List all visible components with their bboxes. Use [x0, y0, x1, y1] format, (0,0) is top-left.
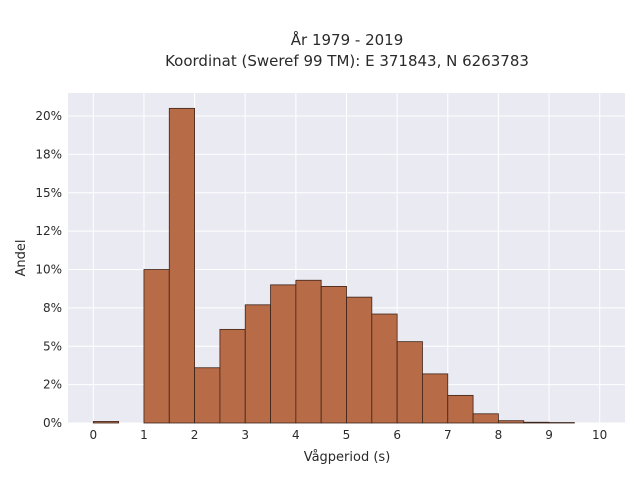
y-axis-label: Andel — [14, 240, 29, 277]
y-tick-label: 8% — [43, 301, 62, 315]
histogram-bar — [295, 279, 322, 424]
x-tick-label: 4 — [292, 428, 300, 442]
x-tick-label: 2 — [191, 428, 199, 442]
chart-title-line-2: Koordinat (Sweref 99 TM): E 371843, N 62… — [165, 52, 529, 70]
histogram-bar — [396, 341, 423, 424]
y-tick-label: 12% — [35, 224, 62, 238]
x-tick-label: 10 — [592, 428, 607, 442]
x-tick-label: 5 — [343, 428, 351, 442]
histogram-bar — [320, 285, 347, 424]
x-tick-labels: 0 1 2 3 4 5 6 7 8 9 10 — [89, 428, 607, 442]
histogram-bar — [371, 313, 398, 424]
x-tick-label: 1 — [140, 428, 148, 442]
y-tick-labels: 0% 2% 5% 8% 10% 12% 15% 18% 20% — [35, 109, 62, 430]
y-tick-label: 20% — [35, 109, 62, 123]
y-tick-label: 5% — [43, 339, 62, 353]
histogram-bar — [92, 421, 120, 424]
histogram-bar — [219, 328, 246, 424]
y-tick-label: 10% — [35, 263, 62, 277]
bars — [92, 107, 575, 424]
y-tick-label: 2% — [43, 378, 62, 392]
x-axis-label: Vågperiod (s) — [304, 450, 391, 465]
histogram-bar — [168, 107, 195, 424]
histogram-bar — [346, 296, 373, 424]
x-tick-label: 8 — [495, 428, 503, 442]
histogram-bar — [270, 284, 297, 424]
histogram-bar — [143, 269, 170, 424]
x-tick-label: 6 — [393, 428, 401, 442]
histogram-bar — [498, 420, 525, 424]
histogram-bar — [523, 421, 550, 424]
x-tick-label: 7 — [444, 428, 452, 442]
histogram-bar — [194, 367, 221, 424]
y-tick-label: 15% — [35, 186, 62, 200]
x-tick-label: 3 — [241, 428, 249, 442]
histogram-bar — [422, 373, 449, 424]
x-tick-label: 0 — [89, 428, 97, 442]
x-tick-label: 9 — [545, 428, 553, 442]
y-tick-label: 18% — [35, 147, 62, 161]
chart-title-line-1: År 1979 - 2019 — [291, 30, 404, 49]
histogram-bar — [244, 304, 271, 424]
y-tick-label: 0% — [43, 416, 62, 430]
histogram-bar — [472, 413, 499, 424]
histogram-bar — [447, 394, 474, 424]
